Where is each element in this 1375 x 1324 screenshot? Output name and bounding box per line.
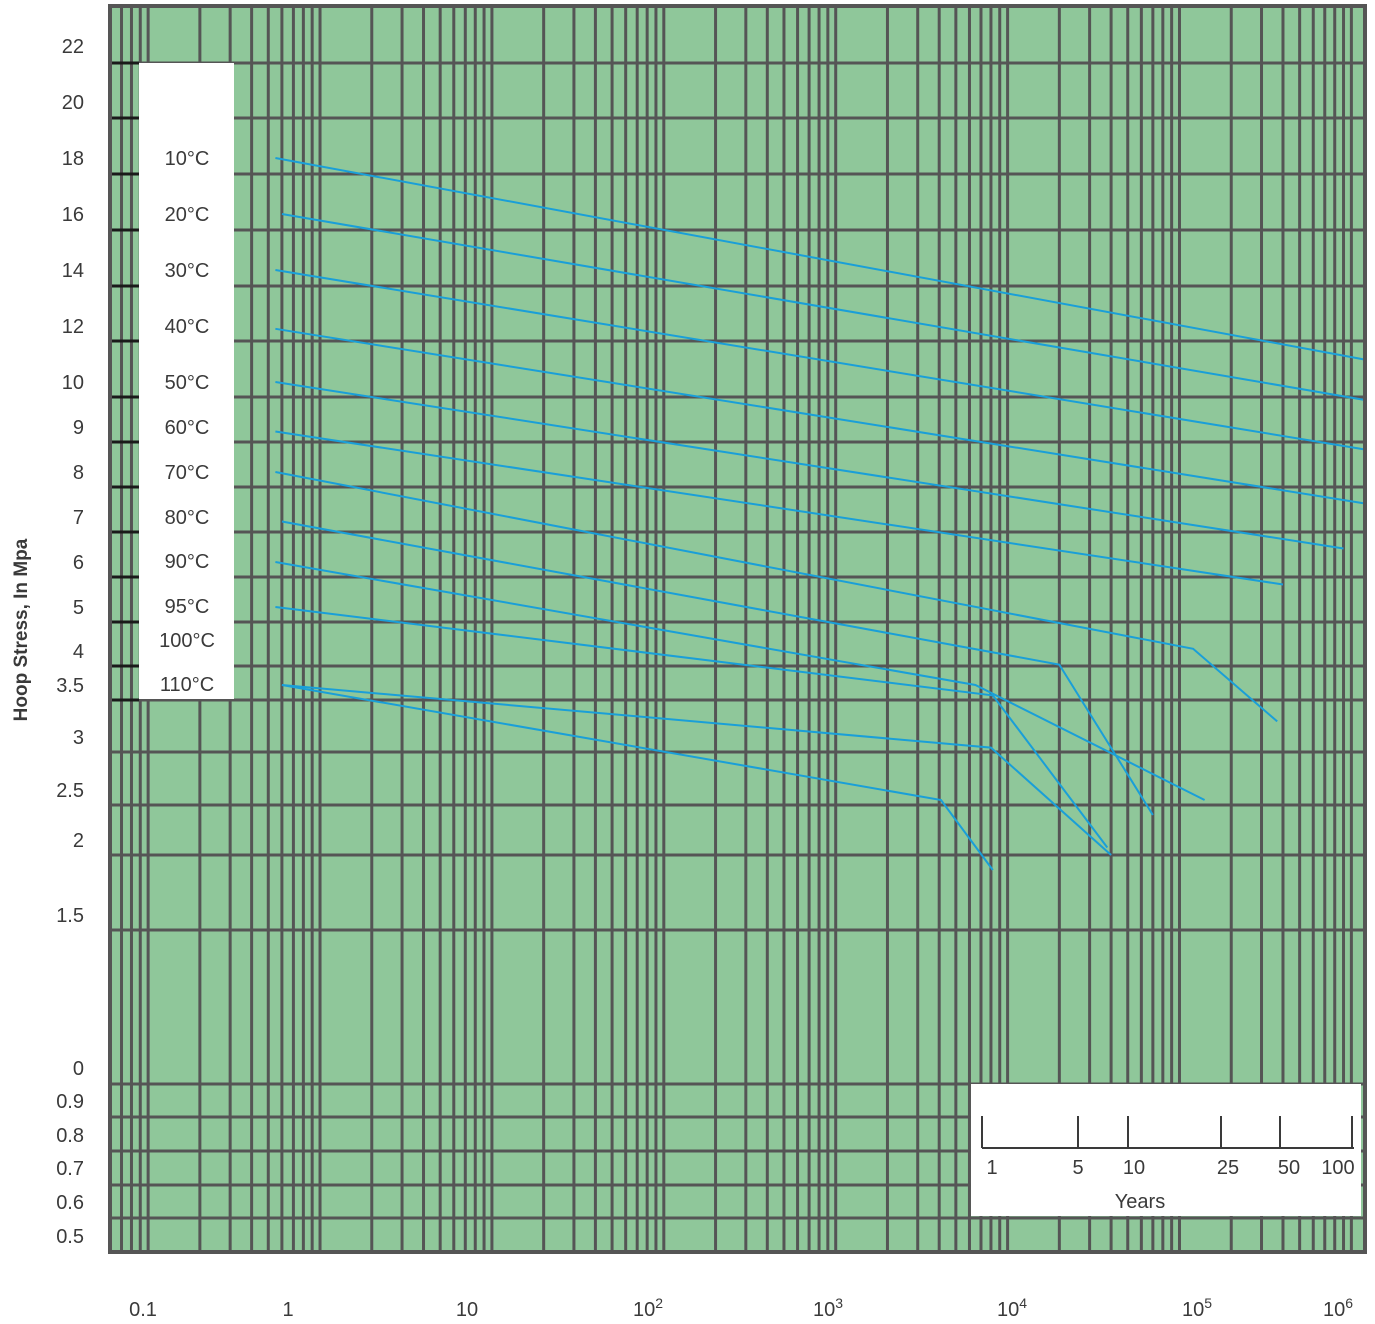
y-tick-label: 0.6	[56, 1192, 84, 1214]
y-tick-label: 0.5	[56, 1226, 84, 1248]
y-tick-labels: 22 20 18 16 14 12 10 9 8 7 6 5 4 3.5 3 2.5 2 1.5 0 0.9 0.8 0.…	[56, 36, 84, 1248]
y-tick-label: 8	[73, 462, 84, 484]
series-line	[275, 561, 1206, 801]
series-lines	[275, 157, 1366, 871]
series-line	[281, 520, 1154, 816]
x-tick-label: 1	[282, 1299, 293, 1321]
y-tick-label: 7	[73, 507, 84, 529]
legend-entry: 90°C	[165, 551, 210, 573]
years-tick-label: 100	[1321, 1157, 1354, 1179]
legend-entry: 80°C	[165, 507, 210, 529]
x-tick-label: 106	[1323, 1295, 1353, 1321]
x-tick-label: 0.1	[129, 1299, 157, 1321]
y-tick-label: 1.5	[56, 905, 84, 927]
legend-entry: 10°C	[165, 148, 210, 170]
y-axis-label: Hoop Stress, In Mpa	[11, 538, 32, 721]
legend-entry: 60°C	[165, 417, 210, 439]
series-line	[275, 471, 1278, 723]
x-tick-label: 102	[633, 1295, 663, 1321]
legend-panel	[139, 63, 234, 699]
legend-entry: 110°C	[160, 674, 214, 696]
years-tick-label: 25	[1217, 1157, 1239, 1179]
y-tick-label: 10	[62, 372, 84, 394]
y-tick-label: 2.5	[56, 780, 84, 802]
series-line	[275, 606, 1109, 849]
y-tick-label: 12	[62, 316, 84, 338]
x-tick-label: 105	[1182, 1295, 1212, 1321]
y-tick-label: 5	[73, 597, 84, 619]
years-tick-label: 5	[1072, 1157, 1083, 1179]
years-panel	[971, 1084, 1361, 1216]
y-tick-label: 0.8	[56, 1125, 84, 1147]
y-tick-label: 4	[73, 641, 84, 663]
y-tick-label: 22	[62, 36, 84, 58]
years-scale: Years 1 5 10 25 50 100	[971, 1084, 1361, 1216]
y-tick-label: 3.5	[56, 675, 84, 697]
legend-ticks	[112, 61, 139, 702]
y-tick-label: 0.9	[56, 1091, 84, 1113]
x-tick-label: 104	[997, 1295, 1027, 1321]
series-line	[275, 327, 1366, 505]
series-line	[275, 269, 1366, 451]
legend-entry: 30°C	[165, 260, 210, 282]
y-tick-label: 3	[73, 727, 84, 749]
series-line	[281, 684, 1112, 856]
plot-background	[110, 6, 1365, 1252]
series-line	[275, 381, 1344, 550]
y-tick-label: 0	[73, 1058, 84, 1080]
years-tick-label: 1	[986, 1157, 997, 1179]
series-line	[275, 430, 1284, 586]
y-tick-label: 16	[62, 204, 84, 226]
years-label: Years	[1115, 1191, 1165, 1213]
plot-frame	[108, 4, 1367, 1254]
y-tick-label: 6	[73, 552, 84, 574]
y-tick-label: 0.7	[56, 1158, 84, 1180]
legend-entry: 95°C	[165, 596, 210, 618]
legend-entry: 20°C	[165, 204, 210, 226]
x-tick-label: 10	[456, 1299, 478, 1321]
series-line	[275, 157, 1366, 361]
legend-entry: 70°C	[165, 462, 210, 484]
series-line	[281, 213, 1366, 401]
y-tick-label: 18	[62, 148, 84, 170]
series-line	[281, 684, 994, 871]
legend-entry: 100°C	[159, 630, 215, 652]
years-tick-label: 10	[1123, 1157, 1145, 1179]
y-tick-label: 9	[73, 417, 84, 439]
x-tick-label: 103	[813, 1295, 843, 1321]
y-tick-label: 14	[62, 260, 84, 282]
legend: 10°C 20°C 30°C 40°C 50°C 60°C 70°C 80°C 90°C 95°C…	[159, 148, 215, 696]
x-tick-labels: 0.1 1 10 102 103 104 105 106	[129, 1295, 1353, 1321]
years-tick-label: 50	[1278, 1157, 1300, 1179]
legend-entry: 40°C	[165, 316, 210, 338]
y-tick-label: 2	[73, 830, 84, 852]
legend-entry: 50°C	[165, 372, 210, 394]
y-tick-label: 20	[62, 92, 84, 114]
